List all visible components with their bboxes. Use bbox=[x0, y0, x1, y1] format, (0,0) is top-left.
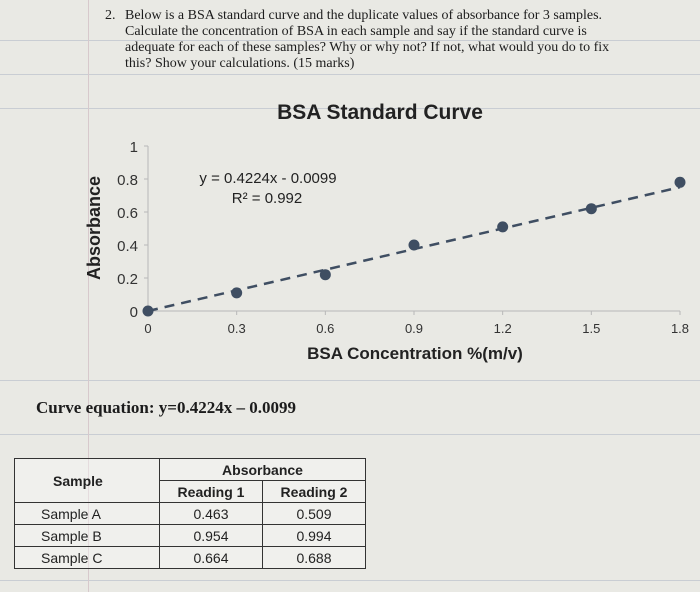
sample-name: Sample C bbox=[14, 546, 160, 569]
y-tick-label: 0.6 bbox=[117, 205, 138, 222]
data-point bbox=[319, 269, 331, 281]
data-point bbox=[231, 287, 243, 299]
reading-2-value: 0.509 bbox=[262, 502, 366, 525]
header-absorbance: Absorbance bbox=[159, 458, 366, 481]
header-sample: Sample bbox=[14, 458, 160, 503]
x-tick-label: 0.3 bbox=[228, 321, 246, 336]
question-line: Calculate the concentration of BSA in ea… bbox=[125, 24, 587, 39]
question-text: Below is a BSA standard curve and the du… bbox=[125, 8, 690, 72]
header-reading-1: Reading 1 bbox=[159, 480, 263, 503]
table-header-row: Sample Absorbance bbox=[14, 458, 366, 503]
reading-1-value: 0.664 bbox=[159, 546, 263, 569]
data-point bbox=[497, 221, 509, 233]
sample-name: Sample A bbox=[14, 502, 160, 525]
reading-2-value: 0.688 bbox=[262, 546, 366, 569]
y-tick-label: 0.8 bbox=[117, 172, 138, 189]
curve-equation: Curve equation: y=0.4224x – 0.0099 bbox=[36, 398, 296, 417]
absorbance-table: Sample Absorbance Reading 1 Reading 2 Sa… bbox=[14, 458, 366, 569]
r2-label: R² = 0.992 bbox=[232, 190, 302, 207]
chart-title: BSA Standard Curve bbox=[277, 101, 483, 124]
reading-1-value: 0.954 bbox=[159, 524, 263, 547]
bsa-standard-curve-chart: BSA Standard Curve Absorbance BSA Concen… bbox=[84, 101, 689, 363]
x-axis-label: BSA Concentration %(m/v) bbox=[307, 344, 523, 363]
question-number: 2. bbox=[105, 8, 116, 23]
table-subheader-row: Reading 1 Reading 2 bbox=[15, 480, 366, 503]
question-line: Below is a BSA standard curve and the du… bbox=[125, 8, 603, 23]
x-tick-label: 1.8 bbox=[671, 321, 689, 336]
data-point bbox=[408, 239, 420, 251]
x-tick-label: 0.9 bbox=[405, 321, 423, 336]
x-tick-label: 1.5 bbox=[582, 321, 600, 336]
question-line: adequate for each of these samples? Why … bbox=[125, 40, 610, 55]
y-tick-label: 0.4 bbox=[117, 238, 138, 255]
reading-1-value: 0.463 bbox=[159, 502, 263, 525]
y-axis-label: Absorbance bbox=[84, 176, 104, 280]
data-point bbox=[674, 176, 686, 188]
y-tick-label: 0 bbox=[130, 304, 138, 321]
y-tick-label: 0.2 bbox=[117, 271, 138, 288]
question-line: this? Show your calculations. (15 marks) bbox=[125, 56, 355, 71]
data-point bbox=[585, 203, 597, 215]
sample-name: Sample B bbox=[14, 524, 160, 547]
table-row: Sample A 0.463 0.509 bbox=[14, 502, 366, 525]
header-reading-2: Reading 2 bbox=[262, 480, 366, 503]
x-tick-label: 1.2 bbox=[494, 321, 512, 336]
chart-points-group bbox=[142, 176, 686, 317]
table-row: Sample B 0.954 0.994 bbox=[14, 524, 366, 547]
x-tick-label: 0 bbox=[144, 321, 151, 336]
data-point bbox=[142, 305, 154, 317]
reading-2-value: 0.994 bbox=[262, 524, 366, 547]
equation-label: y = 0.4224x - 0.0099 bbox=[199, 170, 336, 187]
table-row: Sample C 0.664 0.688 bbox=[14, 546, 366, 569]
y-tick-label: 1 bbox=[130, 139, 138, 156]
chart-ticks: 0 0.3 0.6 0.9 1.2 1.5 1.8 0 0.2 0.4 0.6 0.8 1 bbox=[117, 139, 689, 336]
x-tick-label: 0.6 bbox=[316, 321, 334, 336]
